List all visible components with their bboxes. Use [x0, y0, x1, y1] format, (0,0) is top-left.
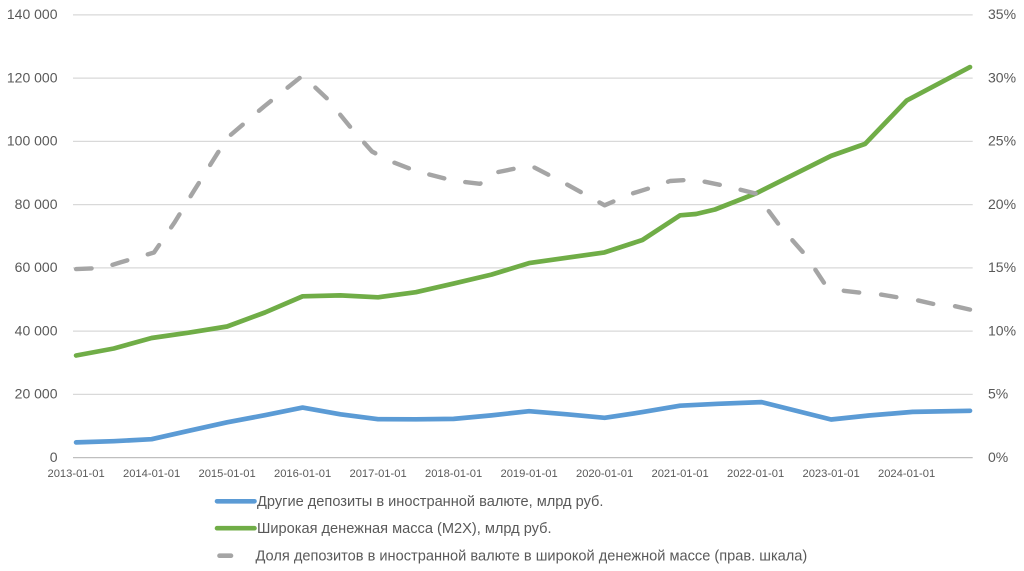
svg-text:100 000: 100 000	[7, 133, 58, 149]
svg-text:2017-01-01: 2017-01-01	[349, 468, 406, 480]
svg-text:2024-01-01: 2024-01-01	[878, 468, 935, 480]
svg-text:2019-01-01: 2019-01-01	[500, 468, 557, 480]
svg-text:40 000: 40 000	[15, 322, 58, 338]
svg-text:2014-01-01: 2014-01-01	[123, 468, 180, 480]
svg-text:80 000: 80 000	[15, 196, 58, 212]
svg-text:2021-01-01: 2021-01-01	[651, 468, 708, 480]
svg-text:Доля депозитов в иностранной в: Доля депозитов в иностранной валюте в ши…	[256, 549, 808, 565]
svg-text:0: 0	[50, 449, 58, 465]
svg-text:2015-01-01: 2015-01-01	[198, 468, 255, 480]
svg-text:25%: 25%	[988, 133, 1016, 149]
svg-text:0%: 0%	[988, 449, 1008, 465]
svg-text:2020-01-01: 2020-01-01	[576, 468, 633, 480]
svg-text:10%: 10%	[988, 322, 1016, 338]
svg-text:60 000: 60 000	[15, 259, 58, 275]
svg-text:2022-01-01: 2022-01-01	[727, 468, 784, 480]
svg-text:120 000: 120 000	[7, 69, 58, 85]
svg-text:2013-01-01: 2013-01-01	[47, 468, 104, 480]
svg-text:Другие депозиты в иностранной: Другие депозиты в иностранной валюте, мл…	[257, 494, 603, 510]
svg-text:2023-01-01: 2023-01-01	[802, 468, 859, 480]
svg-text:2016-01-01: 2016-01-01	[274, 468, 331, 480]
svg-text:2018-01-01: 2018-01-01	[425, 468, 482, 480]
svg-text:30%: 30%	[988, 69, 1016, 85]
svg-text:5%: 5%	[988, 386, 1008, 402]
svg-text:15%: 15%	[988, 259, 1016, 275]
svg-text:35%: 35%	[988, 6, 1016, 22]
svg-text:Широкая денежная масса (М2Х),: Широкая денежная масса (М2Х), млрд руб.	[257, 521, 552, 537]
svg-text:20 000: 20 000	[15, 386, 58, 402]
svg-text:140 000: 140 000	[7, 6, 58, 22]
svg-text:20%: 20%	[988, 196, 1016, 212]
